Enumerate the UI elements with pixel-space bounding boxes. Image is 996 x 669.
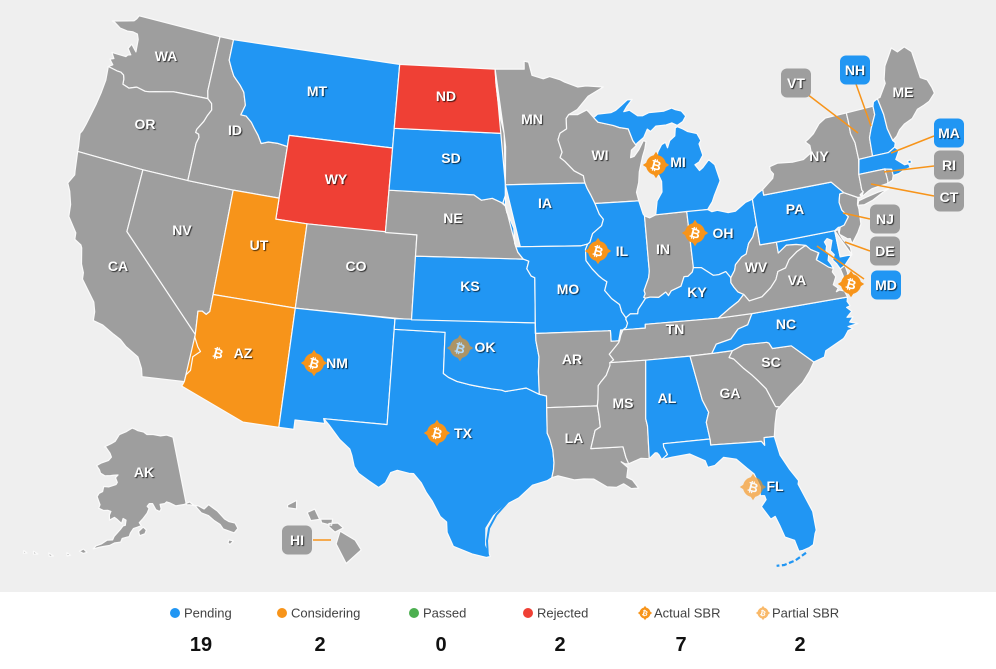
svg-text:VT: VT [787, 75, 805, 91]
svg-text:WA: WA [155, 48, 178, 64]
svg-text:₿: ₿ [211, 345, 225, 362]
svg-text:UT: UT [250, 237, 269, 253]
svg-text:0: 0 [435, 634, 446, 656]
svg-text:19: 19 [190, 634, 212, 656]
svg-text:Rejected: Rejected [537, 606, 588, 621]
svg-text:Actual SBR: Actual SBR [654, 606, 720, 621]
svg-text:AZ: AZ [234, 345, 253, 361]
svg-text:ND: ND [436, 88, 456, 104]
svg-text:OR: OR [135, 116, 156, 132]
svg-text:ME: ME [893, 84, 914, 100]
svg-text:NH: NH [845, 62, 865, 78]
svg-text:Considering: Considering [291, 606, 360, 621]
svg-text:MI: MI [670, 154, 686, 170]
svg-text:Pending: Pending [184, 606, 232, 621]
svg-text:IA: IA [538, 195, 552, 211]
svg-text:₿: ₿ [641, 609, 649, 618]
svg-text:Passed: Passed [423, 606, 466, 621]
svg-text:₿: ₿ [453, 340, 467, 357]
svg-text:₿: ₿ [844, 276, 858, 293]
svg-text:₿: ₿ [430, 425, 444, 442]
svg-text:₿: ₿ [591, 243, 605, 260]
svg-text:MA: MA [938, 125, 960, 141]
svg-text:MT: MT [307, 83, 328, 99]
svg-text:₿: ₿ [307, 355, 321, 372]
svg-text:₿: ₿ [649, 157, 663, 174]
svg-text:NY: NY [809, 148, 829, 164]
svg-text:WI: WI [591, 147, 608, 163]
svg-text:RI: RI [942, 157, 956, 173]
svg-text:MD: MD [875, 277, 897, 293]
svg-text:NV: NV [172, 222, 192, 238]
svg-text:HI: HI [290, 532, 304, 548]
svg-text:DE: DE [875, 243, 894, 259]
svg-text:AR: AR [562, 351, 582, 367]
svg-text:MO: MO [557, 281, 580, 297]
svg-text:MN: MN [521, 111, 543, 127]
svg-text:NC: NC [776, 316, 796, 332]
svg-text:2: 2 [314, 634, 325, 656]
svg-text:SC: SC [761, 354, 780, 370]
svg-text:OK: OK [475, 339, 496, 355]
svg-text:₿: ₿ [759, 609, 767, 618]
svg-text:GA: GA [720, 385, 741, 401]
svg-text:KS: KS [460, 278, 479, 294]
svg-text:Partial SBR: Partial SBR [772, 606, 839, 621]
svg-text:2: 2 [554, 634, 565, 656]
svg-text:LA: LA [565, 430, 584, 446]
svg-text:PA: PA [786, 201, 804, 217]
svg-text:MS: MS [613, 395, 634, 411]
svg-text:NE: NE [443, 210, 462, 226]
svg-text:OH: OH [713, 225, 734, 241]
svg-text:TX: TX [454, 425, 473, 441]
svg-text:FL: FL [766, 478, 784, 494]
svg-text:WY: WY [325, 171, 348, 187]
svg-text:VA: VA [788, 272, 806, 288]
svg-text:NM: NM [326, 355, 348, 371]
svg-text:CT: CT [940, 189, 959, 205]
svg-text:AL: AL [658, 390, 677, 406]
svg-text:₿: ₿ [746, 479, 760, 496]
svg-text:ID: ID [228, 122, 242, 138]
svg-text:CO: CO [346, 258, 367, 274]
svg-text:IN: IN [656, 241, 670, 257]
svg-text:7: 7 [675, 634, 686, 656]
svg-text:WV: WV [745, 259, 768, 275]
svg-text:SD: SD [441, 150, 460, 166]
svg-text:2: 2 [794, 634, 805, 656]
svg-text:TN: TN [666, 321, 685, 337]
svg-text:KY: KY [687, 284, 707, 300]
svg-text:NJ: NJ [876, 211, 894, 227]
svg-text:CA: CA [108, 258, 128, 274]
svg-text:IL: IL [616, 243, 629, 259]
svg-text:AK: AK [134, 464, 154, 480]
svg-text:₿: ₿ [688, 225, 702, 242]
